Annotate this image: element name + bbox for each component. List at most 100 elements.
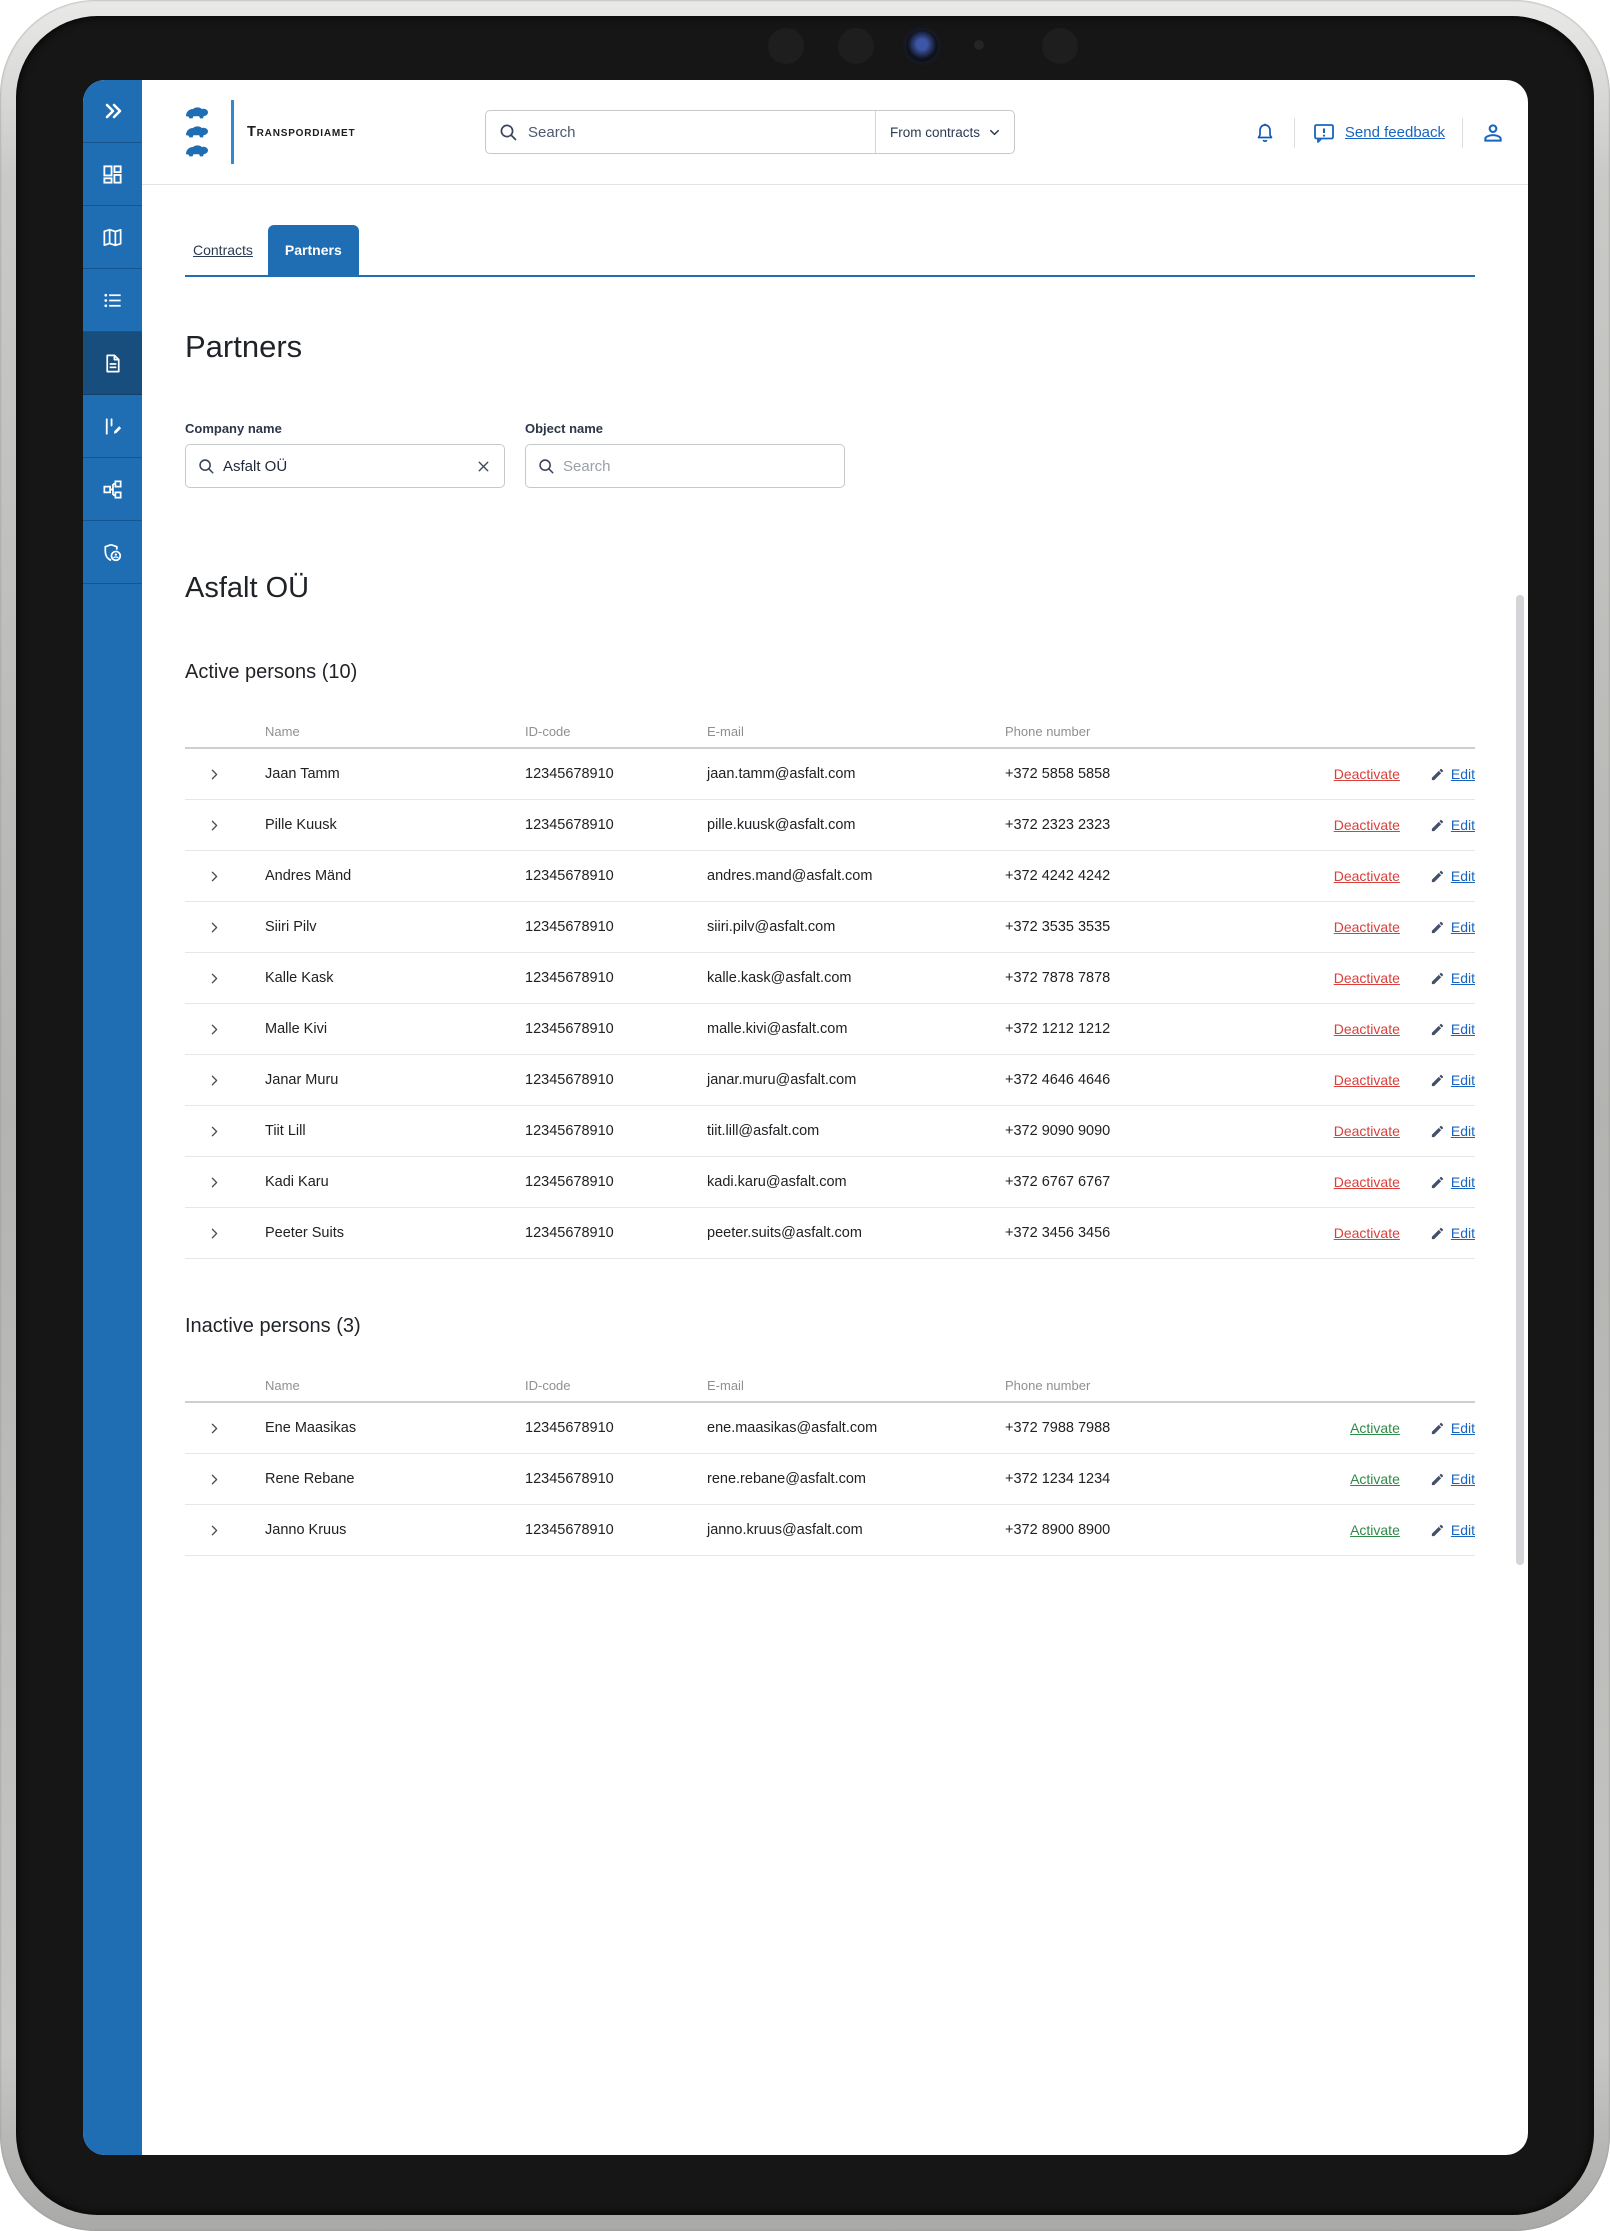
edit-link[interactable]: Edit (1430, 868, 1475, 884)
cell-email: ene.maasikas@asfalt.com (707, 1420, 878, 1436)
edit-link[interactable]: Edit (1430, 1021, 1475, 1037)
cell-phone: +372 4242 4242 (1005, 868, 1111, 884)
pencil-icon (1431, 1473, 1444, 1485)
chevron-right-icon (211, 1423, 218, 1433)
edit-link[interactable]: Edit (1430, 970, 1475, 986)
cell-name: Ene Maasikas (265, 1420, 357, 1436)
cell-phone: +372 6767 6767 (1005, 1174, 1111, 1190)
expand-row-button[interactable] (185, 1471, 265, 1488)
deactivate-link[interactable]: Deactivate (1333, 1225, 1400, 1241)
table-row: Rene Rebane 12345678910 rene.rebane@asfa… (185, 1454, 1475, 1505)
table-row: Kadi Karu 12345678910 kadi.karu@asfalt.c… (185, 1157, 1475, 1208)
expand-row-button[interactable] (185, 1021, 265, 1038)
edit-link[interactable]: Edit (1430, 817, 1475, 833)
chevron-right-icon (211, 1228, 218, 1238)
sidebar-expand-button[interactable] (83, 80, 142, 143)
edit-link[interactable]: Edit (1430, 1471, 1475, 1487)
edit-label: Edit (1450, 868, 1475, 884)
expand-row-button[interactable] (185, 1072, 265, 1089)
cell-id-code: 12345678910 (525, 868, 614, 884)
activate-link[interactable]: Activate (1350, 1522, 1400, 1538)
account-button[interactable] (1480, 120, 1506, 146)
brand: Transpordiamet (175, 100, 355, 164)
filters: Company name Object name (185, 421, 1475, 488)
expand-row-button[interactable] (185, 868, 265, 885)
sidebar-filler (83, 584, 142, 2155)
edit-link[interactable]: Edit (1430, 1522, 1475, 1538)
activate-link[interactable]: Activate (1350, 1471, 1400, 1487)
sidebar-item-registry-edit[interactable] (83, 395, 142, 458)
table-header: Name ID-code E-mail Phone number (185, 1370, 1475, 1403)
expand-row-button[interactable] (185, 919, 265, 936)
deactivate-link[interactable]: Deactivate (1333, 1072, 1400, 1088)
activate-link[interactable]: Activate (1350, 1420, 1400, 1436)
table-row: Tiit Lill 12345678910 tiit.lill@asfalt.c… (185, 1106, 1475, 1157)
deactivate-link[interactable]: Deactivate (1333, 919, 1400, 935)
edit-label: Edit (1450, 1123, 1475, 1139)
edit-label: Edit (1450, 1471, 1475, 1487)
tab-partners[interactable]: Partners (267, 225, 359, 275)
search-scope-dropdown[interactable]: From contracts (874, 111, 1014, 153)
sensor-dot (838, 28, 874, 64)
deactivate-link[interactable]: Deactivate (1333, 817, 1400, 833)
object-name-input[interactable] (563, 457, 844, 475)
expand-row-button[interactable] (185, 1522, 265, 1539)
table-header: Name ID-code E-mail Phone number (185, 716, 1475, 749)
sidebar-item-structure[interactable] (83, 458, 142, 521)
edit-link[interactable]: Edit (1430, 1123, 1475, 1139)
expand-row-button[interactable] (185, 817, 265, 834)
send-feedback-link[interactable]: Send feedback (1344, 124, 1445, 141)
edit-link[interactable]: Edit (1430, 1420, 1475, 1436)
send-feedback-button[interactable]: Send feedback (1312, 121, 1445, 145)
inactive-persons-heading: Inactive persons (3) (185, 1315, 361, 1337)
edit-link[interactable]: Edit (1430, 766, 1475, 782)
expand-row-button[interactable] (185, 1420, 265, 1437)
cell-email: tiit.lill@asfalt.com (707, 1123, 820, 1139)
expand-row-button[interactable] (185, 766, 265, 783)
sensor-dot (1042, 28, 1078, 64)
active-persons-table: Name ID-code E-mail Phone number Jaan Ta… (185, 716, 1475, 1259)
expand-row-button[interactable] (185, 970, 265, 987)
col-phone: Phone number (1005, 1378, 1091, 1393)
deactivate-link[interactable]: Deactivate (1333, 868, 1400, 884)
vertical-scrollbar[interactable] (1516, 595, 1524, 1565)
sidebar-item-list[interactable] (83, 269, 142, 332)
cell-email: kalle.kask@asfalt.com (707, 970, 852, 986)
table-row: Siiri Pilv 12345678910 siiri.pilv@asfalt… (185, 902, 1475, 953)
tab-partners-label: Partners (284, 242, 342, 258)
edit-link[interactable]: Edit (1430, 919, 1475, 935)
edit-label: Edit (1450, 766, 1475, 782)
edit-link[interactable]: Edit (1430, 1174, 1475, 1190)
deactivate-link[interactable]: Deactivate (1333, 1021, 1400, 1037)
cell-actions: Deactivate Edit (1334, 1174, 1475, 1190)
cell-id-code: 12345678910 (525, 1174, 614, 1190)
col-id-code: ID-code (525, 724, 571, 739)
deactivate-link[interactable]: Deactivate (1333, 1123, 1400, 1139)
expand-row-button[interactable] (185, 1174, 265, 1191)
deactivate-link[interactable]: Deactivate (1333, 766, 1400, 782)
deactivate-link[interactable]: Deactivate (1333, 1174, 1400, 1190)
sidebar-item-dashboard[interactable] (83, 143, 142, 206)
cell-name: Pille Kuusk (265, 817, 337, 833)
cell-id-code: 12345678910 (525, 919, 614, 935)
cell-actions: Deactivate Edit (1334, 1072, 1475, 1088)
notifications-button[interactable] (1253, 121, 1277, 145)
sidebar-item-documents[interactable] (83, 332, 142, 395)
expand-row-button[interactable] (185, 1123, 265, 1140)
cell-id-code: 12345678910 (525, 1522, 614, 1538)
clear-icon[interactable] (475, 458, 492, 475)
edit-link[interactable]: Edit (1430, 1225, 1475, 1241)
company-name-input[interactable] (223, 457, 463, 475)
cell-id-code: 12345678910 (525, 1225, 614, 1241)
cell-id-code: 12345678910 (525, 1072, 614, 1088)
cell-name: Rene Rebane (265, 1471, 355, 1487)
chevron-right-icon (211, 1024, 218, 1034)
deactivate-link[interactable]: Deactivate (1333, 970, 1400, 986)
tab-contracts[interactable]: Contracts (193, 242, 253, 258)
sidebar-item-security[interactable] (83, 521, 142, 584)
edit-link[interactable]: Edit (1430, 1072, 1475, 1088)
sidebar-item-map[interactable] (83, 206, 142, 269)
cell-email: rene.rebane@asfalt.com (707, 1471, 866, 1487)
expand-row-button[interactable] (185, 1225, 265, 1242)
global-search-input[interactable] (528, 123, 875, 141)
